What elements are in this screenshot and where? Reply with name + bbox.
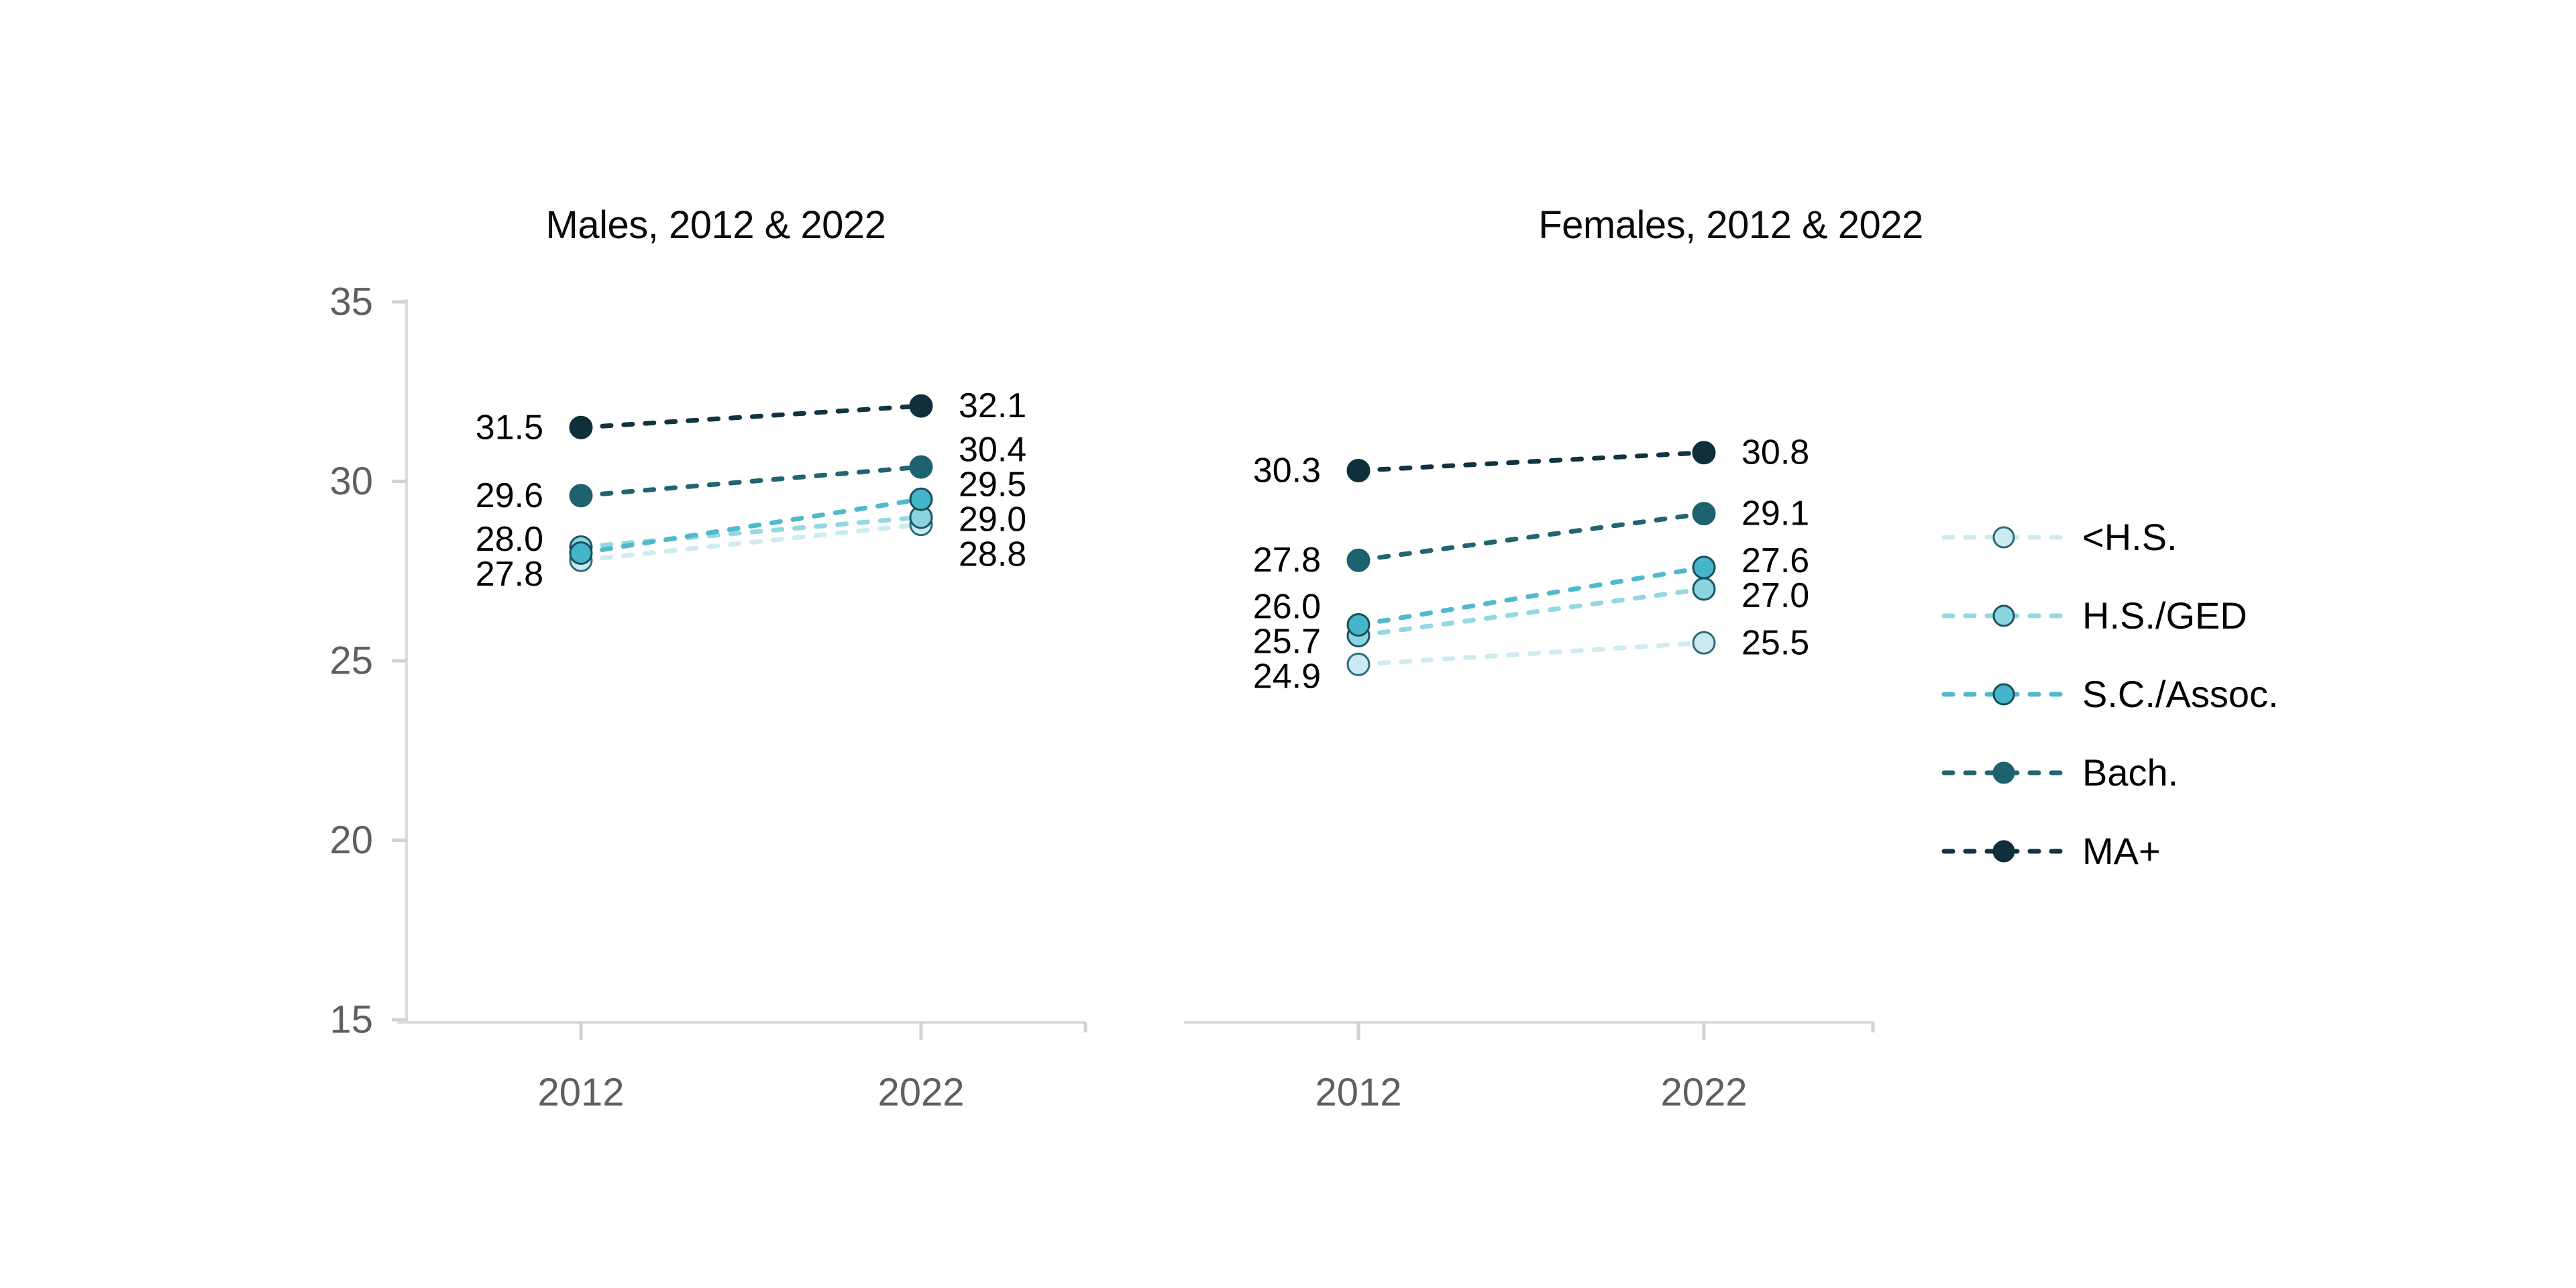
legend-item-less-hs: <H.S. — [1941, 498, 2279, 576]
data-point — [1346, 458, 1371, 482]
y-axis: 15 20 25 30 35 — [329, 280, 408, 1042]
series-ma- — [1346, 441, 1716, 482]
data-point — [1692, 441, 1716, 465]
x-axis: 2012 2022 — [397, 1021, 1087, 1114]
data-point — [1692, 502, 1716, 526]
legend-label: H.S./GED — [2082, 594, 2247, 637]
value-label: 29.1 — [1741, 494, 1809, 533]
series-s-c-assoc- — [1346, 555, 1716, 637]
y-axis-tick-label: 25 — [329, 639, 373, 683]
series-line — [578, 403, 924, 430]
value-label: 27.8 — [476, 555, 543, 594]
data-point — [909, 455, 933, 479]
y-axis-tick-label: 20 — [329, 818, 373, 862]
legend-marker-icon — [1941, 683, 2066, 705]
value-label: 29.5 — [959, 465, 1026, 504]
legend-label: MA+ — [2082, 830, 2161, 872]
y-axis-tick-label: 35 — [329, 280, 373, 324]
x-axis-tick-label: 2022 — [1660, 1071, 1747, 1114]
series-s-c-assoc- — [569, 487, 933, 565]
value-label: 29.6 — [476, 476, 543, 515]
value-label: 25.5 — [1741, 623, 1809, 662]
data-point — [909, 394, 933, 418]
x-axis-tick-label: 2022 — [877, 1071, 964, 1114]
value-label: 30.3 — [1253, 451, 1321, 490]
value-label: 32.1 — [959, 386, 1026, 425]
data-point — [569, 484, 593, 508]
males-panel: 15 20 25 30 35 2012 2022 31.5 29.6 28.027.8 32.1 30… — [329, 280, 1087, 1114]
legend-item-ma-plus: MA+ — [1941, 812, 2279, 890]
legend-marker-icon — [1941, 761, 2066, 784]
legend-marker-icon — [1941, 840, 2066, 862]
series-h-s-ged — [569, 505, 933, 559]
value-label: 24.9 — [1253, 657, 1321, 696]
value-label: 27.6 — [1741, 541, 1809, 580]
data-point — [1346, 652, 1371, 676]
series-line — [578, 522, 924, 563]
males-chart-title: Males, 2012 & 2022 — [545, 203, 886, 247]
data-point — [1692, 555, 1716, 580]
series-line — [578, 496, 924, 555]
data-point — [1692, 577, 1716, 601]
series-h-s-ged — [1346, 577, 1716, 648]
series--h-s- — [1346, 631, 1716, 676]
legend-item-sc-assoc: S.C./Assoc. — [1941, 655, 2279, 733]
value-label: 30.4 — [959, 430, 1026, 469]
data-point — [569, 415, 593, 439]
females-chart-title: Females, 2012 & 2022 — [1538, 203, 1923, 247]
x-axis: 2012 2022 — [1184, 1021, 1875, 1114]
legend-marker-icon — [1941, 604, 2066, 627]
legend-circle — [1992, 604, 2015, 627]
series-ma- — [569, 394, 933, 439]
value-label: 30.8 — [1741, 433, 1809, 472]
legend-label: S.C./Assoc. — [2082, 673, 2279, 715]
series-line — [1356, 640, 1707, 667]
series-line — [1356, 586, 1707, 639]
series-line — [1356, 511, 1707, 563]
series-bach- — [569, 455, 933, 508]
legend-label: Bach. — [2082, 751, 2179, 794]
x-axis-tick-label: 2012 — [537, 1071, 624, 1114]
y-axis-tick-label: 30 — [329, 460, 373, 503]
data-point — [909, 487, 933, 511]
data-point — [1692, 631, 1716, 655]
series-line — [1356, 565, 1707, 627]
data-point — [1346, 613, 1371, 637]
legend-item-hs-ged: H.S./GED — [1941, 576, 2279, 655]
value-label: 27.0 — [1741, 576, 1809, 615]
data-point — [569, 541, 593, 565]
value-label: 28.8 — [959, 535, 1026, 574]
legend-circle — [1992, 526, 2015, 548]
legend-label: <H.S. — [2082, 516, 2178, 558]
value-label: 29.0 — [959, 500, 1026, 539]
legend-circle — [1992, 840, 2015, 862]
legend-circle — [1992, 761, 2015, 784]
legend-circle — [1992, 683, 2015, 705]
value-label: 31.5 — [476, 408, 543, 447]
series-line — [578, 515, 924, 549]
series-line — [1356, 450, 1707, 473]
x-axis-tick-label: 2012 — [1315, 1071, 1401, 1114]
value-label: 27.8 — [1253, 541, 1321, 580]
legend-marker-icon — [1941, 526, 2066, 548]
value-label: 28.0 — [476, 520, 543, 559]
y-axis-tick-label: 15 — [329, 998, 373, 1042]
value-label: 25.7 — [1253, 622, 1321, 661]
series-line — [578, 464, 924, 498]
females-panel: 2012 2022 30.3 27.8 26.025.724.9 30.8 29.1 27.6… — [1184, 433, 1875, 1114]
legend: <H.S. H.S./GED S.C./Assoc. Bach. MA+ — [1941, 498, 2279, 890]
legend-item-bach: Bach. — [1941, 733, 2279, 812]
value-label: 26.0 — [1253, 587, 1321, 626]
series-bach- — [1346, 502, 1716, 572]
data-point — [1346, 548, 1371, 572]
